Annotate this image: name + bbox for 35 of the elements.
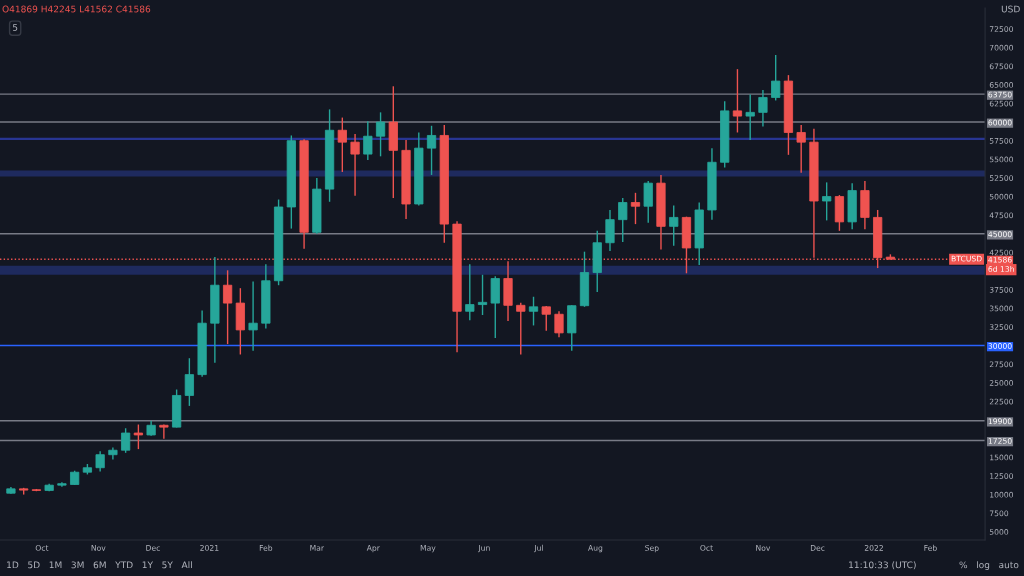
candlestick (796, 124, 806, 174)
text: % log auto (959, 561, 1019, 570)
candlestick (541, 305, 551, 332)
candlestick (771, 54, 781, 102)
candlestick (426, 125, 437, 176)
candlestick (732, 68, 743, 134)
candlestick (159, 423, 169, 440)
candlestick (630, 192, 641, 225)
candlestick (184, 357, 194, 407)
candlestick (822, 181, 832, 222)
candlestick (516, 302, 526, 356)
candlestick (605, 209, 615, 252)
candlestick (758, 89, 768, 128)
candlestick (363, 120, 373, 161)
candlestick (121, 427, 131, 454)
text: 11:10:33 (UTC) (849, 561, 916, 570)
candlestick (554, 310, 564, 339)
candlestick (618, 197, 628, 243)
candlestick (669, 204, 679, 247)
annotation: 5 (12, 24, 18, 31)
candlestick (477, 274, 488, 316)
candlestick (133, 423, 143, 450)
candlestick (465, 263, 475, 321)
candlestick (350, 133, 360, 197)
candlestick (643, 180, 653, 224)
text: USD (1001, 5, 1020, 13)
candlestick (248, 280, 258, 352)
candlestick (528, 296, 539, 327)
candlestick (223, 269, 233, 345)
annotation: O41869 H42245 L41562 C41586 (2, 5, 151, 13)
candlestick (375, 111, 386, 158)
candlestick (337, 116, 347, 173)
candlestick (745, 93, 755, 141)
text: 1D 5D 1M 3M 6M YTD 1Y 5Y All (7, 561, 192, 569)
candlestick (95, 450, 105, 473)
